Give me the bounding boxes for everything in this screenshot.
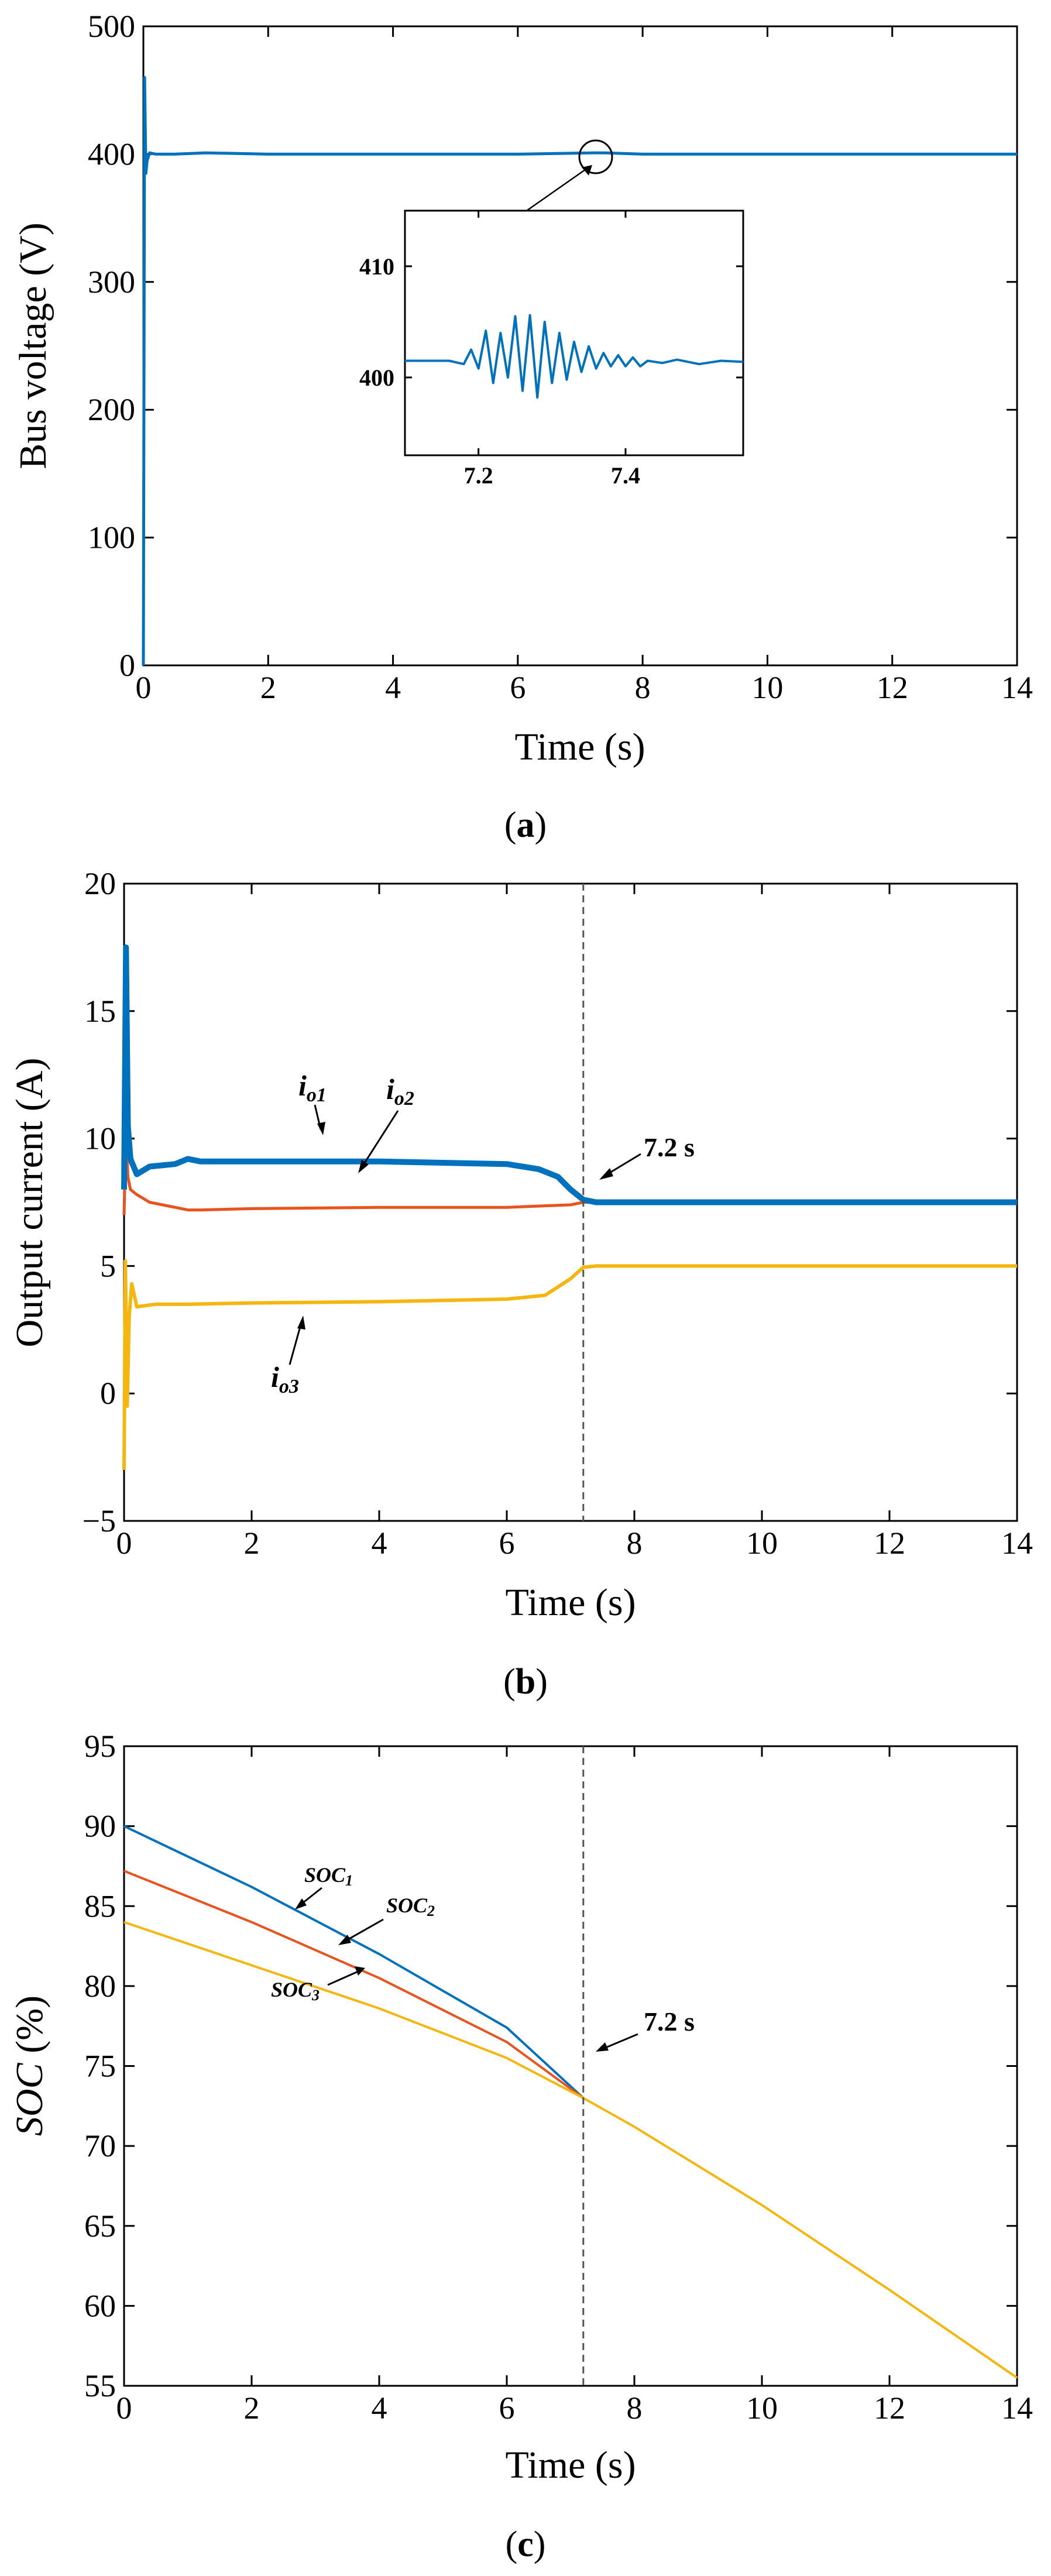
chart-c-xtick-label: 10 [746, 2390, 778, 2426]
chart-b-arrow-io2 [362, 1110, 399, 1166]
chart-b-series-io3 [122, 1259, 1017, 1470]
chart-a-ytick-label: 300 [88, 265, 135, 300]
chart-b-arrow-io3 [288, 1322, 303, 1365]
chart-c-label-soc2: SOC2 [386, 1894, 435, 1919]
chart-c-labels: SOC1 SOC2 SOC3 7.2 s [271, 1863, 695, 2052]
chart-c-ytick-label: 60 [84, 2288, 116, 2323]
chart-a-xtick-label: 14 [1001, 670, 1033, 705]
chart-a-inset-xtick-label: 7.2 [464, 462, 493, 489]
chart-a-inset-frame [404, 209, 744, 456]
chart-c-series-SOC2 [123, 1870, 584, 2099]
chart-b-xtick-label: 6 [499, 1526, 515, 1561]
chart-b-xlabel: Time (s) [505, 1581, 636, 1624]
chart-c-series-SOC1 [123, 1825, 585, 2099]
chart-c-arrow-annotation [601, 2033, 638, 2051]
chart-b-ytick-label: 0 [100, 1376, 116, 1411]
chart-c-ytick-label: 65 [84, 2209, 116, 2244]
chart-c-ytick-label: 90 [84, 1809, 116, 1844]
chart-a-frame [142, 25, 1018, 667]
chart-c-arrow-soc2 [344, 1918, 384, 1943]
chart-a-inset-xtick-label: 7.4 [611, 462, 640, 489]
chart-a-xlabel: Time (s) [514, 726, 645, 768]
chart-b-xtick-label: 2 [244, 1526, 260, 1561]
chart-a-ylabel: Bus voltage (V) [12, 222, 54, 469]
chart-b-ytick-label: −5 [83, 1503, 116, 1538]
chart-c-xtick-label: 12 [874, 2390, 905, 2426]
chart-b-arrowhead-io1 [317, 1122, 325, 1135]
chart-c-xlabel: Time (s) [505, 2444, 636, 2486]
chart-a-xtick-label: 8 [635, 670, 651, 705]
chart-a-xtick-label: 0 [136, 670, 152, 705]
chart-a-ytick-label: 200 [88, 392, 135, 427]
chart-a-xtick-label: 12 [877, 670, 908, 705]
chart-c-arrowhead-soc3 [355, 1966, 365, 1976]
chart-b-series-io1 [121, 944, 1017, 1205]
chart-b-xtick-label: 12 [874, 1526, 905, 1561]
chart-c-series-SOC3 [123, 1921, 1018, 2379]
chart-b-panel-label: (b) [503, 1662, 548, 1702]
chart-c-ytick-label: 55 [84, 2368, 116, 2403]
chart-c-arrowhead-soc1 [295, 1898, 307, 1909]
chart-a-ytick-label: 0 [119, 648, 135, 683]
chart-a-inset-ytick-label: 410 [359, 253, 394, 280]
chart-b-label-io1: io1 [298, 1069, 327, 1106]
chart-b-ytick-label: 20 [84, 866, 116, 901]
chart-a-xtick-label: 2 [260, 670, 276, 705]
chart-a-inset-ytick-label: 400 [359, 365, 394, 391]
chart-b-label-io2: io2 [386, 1073, 414, 1110]
chart-a-series-bus-voltage [142, 75, 1017, 666]
chart-a-xtick-label: 10 [751, 670, 783, 705]
chart-a-zoom-arrowhead [582, 165, 592, 176]
chart-c-panel-label: (c) [506, 2525, 546, 2564]
chart-c-xtick-label: 14 [1001, 2390, 1033, 2426]
chart-b-ylabel: Output current (A) [8, 1058, 51, 1348]
chart-c-arrow-soc3 [327, 1970, 360, 1986]
chart-a-ytick-label: 400 [88, 136, 135, 171]
chart-b-ytick-label: 10 [84, 1121, 116, 1156]
chart-c-label-soc1: SOC1 [304, 1863, 353, 1889]
chart-b-arrowhead-io3 [297, 1316, 305, 1330]
chart-a-ytick-label: 500 [88, 9, 135, 44]
chart-a-zoom-arrow [526, 169, 586, 212]
chart-c-arrowhead-soc2 [338, 1935, 351, 1945]
chart-a-zoom-circle [578, 139, 613, 174]
chart-a-inset: 7.2 7.4 400 410 [359, 139, 744, 489]
chart-b-annotation: 7.2 s [644, 1132, 695, 1162]
chart-b-ytick-label: 5 [100, 1248, 116, 1283]
chart-c-label-soc3: SOC3 [271, 1978, 320, 2004]
chart-b-arrowhead-io2 [358, 1160, 369, 1173]
chart-b-xtick-label: 14 [1001, 1526, 1033, 1561]
chart-b-xtick-label: 10 [746, 1526, 778, 1561]
chart-b-xtick-label: 8 [627, 1526, 643, 1561]
chart-a-xtick-label: 6 [510, 670, 526, 705]
chart-b-xtick-label: 0 [116, 1526, 132, 1561]
chart-c-ytick-label: 95 [84, 1729, 116, 1764]
chart-a-panel-label: (a) [504, 805, 547, 845]
chart-c-ylabel: SOC (%) [8, 1995, 51, 2136]
chart-c-ytick-label: 70 [84, 2128, 116, 2163]
chart-a-ytick-label: 100 [88, 520, 135, 555]
chart-c: 0 2 4 6 8 10 12 14 55 60 65 70 75 80 85 90 95 SOC1 SOC2 … [8, 1729, 1033, 2564]
chart-c-ytick-label: 80 [84, 1969, 116, 2004]
chart-b-labels: io1 io2 io3 7.2 s [271, 1069, 695, 1397]
chart-b-ytick-label: 15 [84, 994, 116, 1029]
chart-b-arrowhead-annotation [599, 1168, 613, 1180]
chart-a-xtick-label: 4 [385, 670, 401, 705]
chart-c-xtick-label: 0 [116, 2390, 132, 2426]
chart-a: 0 2 4 6 8 10 12 14 0 100 200 300 400 500 7.2 7.4 400 410… [12, 9, 1033, 845]
chart-c-xtick-label: 2 [244, 2390, 260, 2426]
chart-b-xtick-label: 4 [372, 1526, 387, 1561]
chart-c-ytick-label: 85 [84, 1888, 116, 1924]
chart-c-xtick-label: 6 [499, 2390, 515, 2426]
chart-a-inset-series [405, 314, 744, 399]
chart-c-xtick-label: 4 [372, 2390, 387, 2426]
chart-c-annotation: 7.2 s [644, 2007, 695, 2036]
chart-c-ytick-label: 75 [84, 2049, 116, 2084]
chart-c-frame [123, 1745, 1018, 2387]
chart-c-arrowhead-annotation [596, 2042, 609, 2052]
chart-c-xtick-label: 8 [627, 2390, 643, 2426]
chart-b-label-io3: io3 [271, 1361, 299, 1397]
